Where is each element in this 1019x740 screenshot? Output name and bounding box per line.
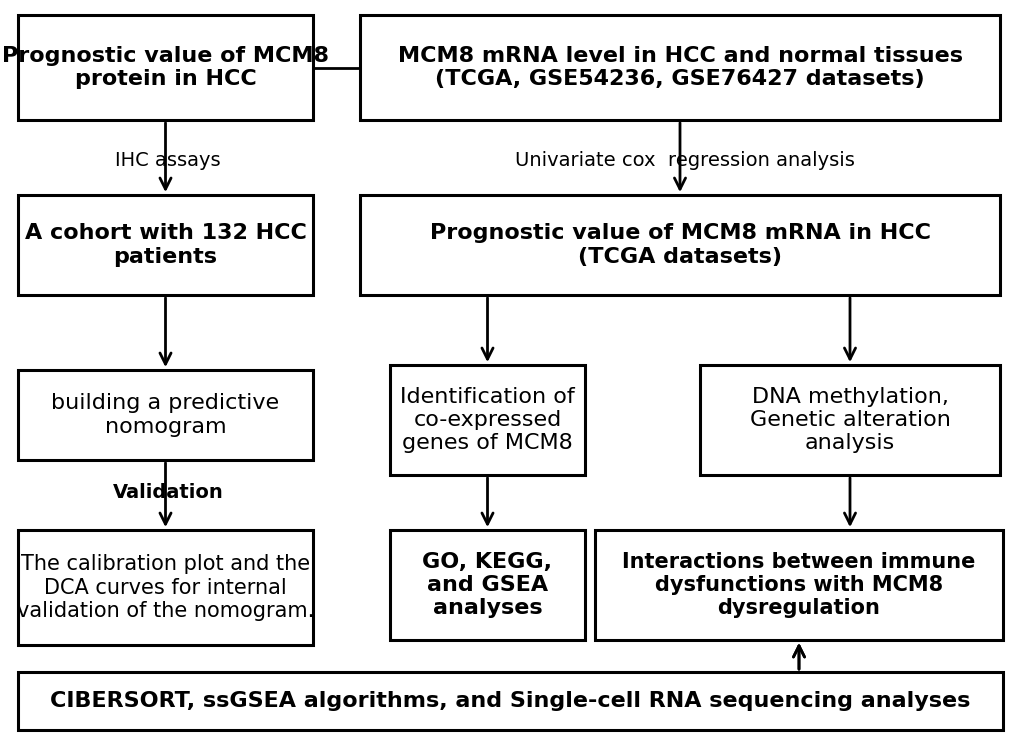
Text: CIBERSORT, ssGSEA algorithms, and Single-cell RNA sequencing analyses: CIBERSORT, ssGSEA algorithms, and Single…	[50, 691, 970, 711]
Text: Identification of
co-expressed
genes of MCM8: Identification of co-expressed genes of …	[399, 387, 575, 453]
Text: MCM8 mRNA level in HCC and normal tissues
(TCGA, GSE54236, GSE76427 datasets): MCM8 mRNA level in HCC and normal tissue…	[397, 46, 962, 89]
Bar	[389, 530, 585, 640]
Text: A cohort with 132 HCC
patients: A cohort with 132 HCC patients	[24, 223, 306, 266]
Bar	[18, 672, 1002, 730]
Bar	[594, 530, 1002, 640]
Text: Validation: Validation	[112, 482, 223, 502]
Bar	[360, 195, 999, 295]
Bar	[18, 195, 313, 295]
Bar	[389, 365, 585, 475]
Bar	[18, 370, 313, 460]
Bar	[18, 15, 313, 120]
Text: building a predictive
nomogram: building a predictive nomogram	[51, 394, 279, 437]
Text: Prognostic value of MCM8
protein in HCC: Prognostic value of MCM8 protein in HCC	[2, 46, 329, 89]
Bar	[360, 15, 999, 120]
Text: GO, KEGG,
and GSEA
analyses: GO, KEGG, and GSEA analyses	[422, 552, 552, 618]
Text: The calibration plot and the
DCA curves for internal
validation of the nomogram.: The calibration plot and the DCA curves …	[17, 554, 314, 621]
Text: Univariate cox  regression analysis: Univariate cox regression analysis	[515, 150, 854, 169]
Bar	[18, 530, 313, 645]
Text: IHC assays: IHC assays	[115, 150, 220, 169]
Text: Prognostic value of MCM8 mRNA in HCC
(TCGA datasets): Prognostic value of MCM8 mRNA in HCC (TC…	[429, 223, 929, 266]
Text: Interactions between immune
dysfunctions with MCM8
dysregulation: Interactions between immune dysfunctions…	[622, 552, 975, 618]
Text: DNA methylation,
Genetic alteration
analysis: DNA methylation, Genetic alteration anal…	[749, 387, 950, 453]
Bar	[699, 365, 999, 475]
